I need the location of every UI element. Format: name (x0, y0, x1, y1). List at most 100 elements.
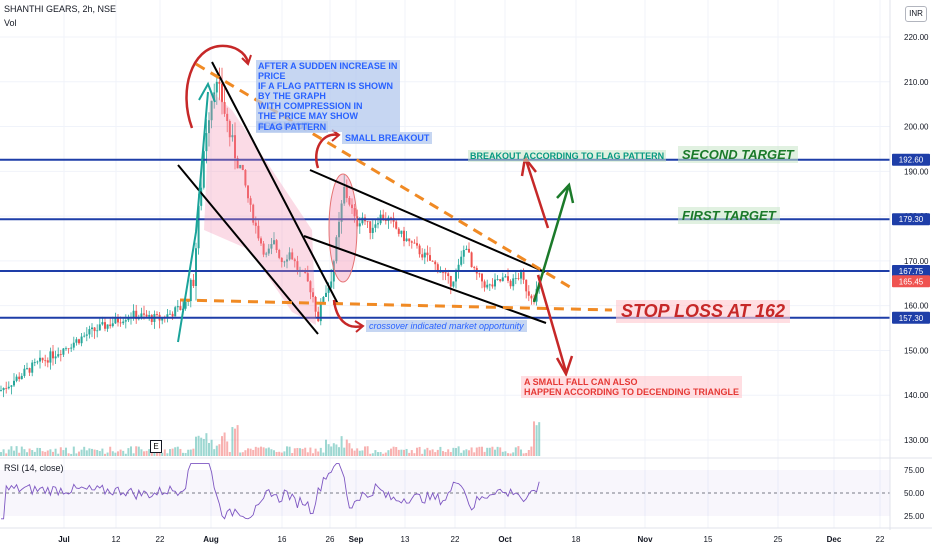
volume-bar (5, 453, 8, 456)
candle-body (117, 317, 119, 323)
volume-bar (413, 453, 416, 456)
triangle-upper-line (309, 169, 546, 273)
earnings-marker[interactable]: E (150, 440, 162, 453)
time-tick-label: 26 (326, 535, 335, 544)
volume-bar (390, 448, 392, 456)
volume-bar (312, 453, 314, 456)
volume-bar (223, 432, 226, 456)
volume-bar (301, 448, 304, 456)
volume-bar (221, 436, 223, 456)
candle-body (483, 281, 486, 288)
volume-bar (507, 453, 509, 456)
volume-bar (88, 448, 91, 456)
candle-body (390, 217, 392, 219)
volume-bar (41, 451, 44, 456)
volume-bar (252, 449, 255, 456)
volume-bar (49, 449, 52, 456)
volume-bar (265, 448, 268, 456)
candle-body (496, 279, 499, 280)
candle-body (267, 248, 270, 254)
candle-body (374, 224, 377, 228)
candle-body (114, 317, 117, 324)
volume-bar (236, 425, 239, 456)
candle-body (457, 264, 460, 272)
crossover-label: crossover indicated market opportunity (366, 320, 527, 332)
flag-note-line: AFTER A SUDDEN INCREASE IN PRICE (258, 61, 398, 81)
volume-bar (538, 422, 541, 456)
candle-body (371, 227, 374, 233)
volume-bar (309, 447, 312, 456)
flag-note-line: IF A FLAG PATTERN IS SHOWN (258, 81, 393, 91)
price-tick-label: 160.00 (904, 302, 929, 311)
volume-bar (262, 447, 265, 456)
volume-bar (122, 450, 125, 456)
candle-body (18, 376, 21, 380)
volume-bar (319, 447, 322, 456)
candle-body (468, 248, 470, 253)
volume-bar (439, 446, 442, 456)
volume-bar (10, 446, 13, 456)
candle-body (465, 248, 468, 250)
candle-body (7, 386, 10, 389)
volume-bar (218, 444, 221, 456)
candle-body (57, 354, 60, 357)
candle-body (140, 313, 143, 318)
candle-body (202, 151, 205, 188)
candle-body (174, 307, 177, 317)
volume-bars (0, 421, 541, 456)
time-tick-label: 16 (278, 535, 287, 544)
volume-bar (39, 448, 41, 456)
volume-bar (234, 428, 236, 456)
volume-bar (405, 448, 408, 456)
volume-bar (452, 447, 455, 456)
candle-body (530, 295, 533, 299)
volume-bar (15, 446, 18, 456)
volume-bar (358, 450, 361, 456)
volume-bar (330, 446, 333, 456)
volume-bar (200, 437, 203, 456)
candle-body (111, 323, 114, 327)
volume-bar (114, 452, 117, 456)
candle-body (353, 208, 356, 217)
volume-bar (130, 446, 132, 456)
volume-bar (314, 448, 317, 456)
candle-body (49, 351, 52, 363)
candle-body (273, 240, 275, 245)
volume-bar (148, 449, 151, 456)
volume-bar (392, 446, 395, 456)
candle-body (525, 279, 528, 292)
volume-bar (280, 452, 283, 456)
currency-badge[interactable]: INR (905, 6, 927, 22)
candle-body (447, 273, 450, 277)
candle-body (488, 284, 491, 286)
candle-body (83, 335, 86, 337)
volume-bar (182, 452, 184, 456)
candle-body (5, 387, 8, 389)
time-tick-label: Sep (349, 535, 364, 544)
flag-note-line: BY THE GRAPH (258, 91, 326, 101)
candle-body (491, 284, 494, 287)
candle-body (179, 306, 182, 311)
price-gridlines (0, 36, 890, 441)
candle-body (452, 281, 455, 287)
small-fall-line: HAPPEN ACCORDING TO DECENDING TRIANGLE (524, 387, 740, 397)
candle-body (96, 330, 99, 332)
volume-bar (98, 451, 101, 456)
time-tick-label: 22 (451, 535, 460, 544)
volume-bar (387, 450, 390, 456)
volume-bar (70, 453, 73, 456)
candle-body (403, 230, 405, 242)
volume-bar (44, 451, 47, 456)
volume-bar (525, 452, 528, 456)
candle-body (221, 83, 223, 103)
candle-body (98, 324, 101, 331)
volume-bar (0, 452, 2, 456)
volume-bar (210, 439, 213, 456)
volume-bar (226, 441, 229, 456)
price-level-label: 157.30 (899, 314, 924, 323)
volume-bar (270, 449, 273, 456)
volume-bar (46, 450, 49, 456)
volume-bar (189, 449, 192, 456)
time-tick-label: 15 (704, 535, 713, 544)
volume-bar (470, 447, 473, 456)
